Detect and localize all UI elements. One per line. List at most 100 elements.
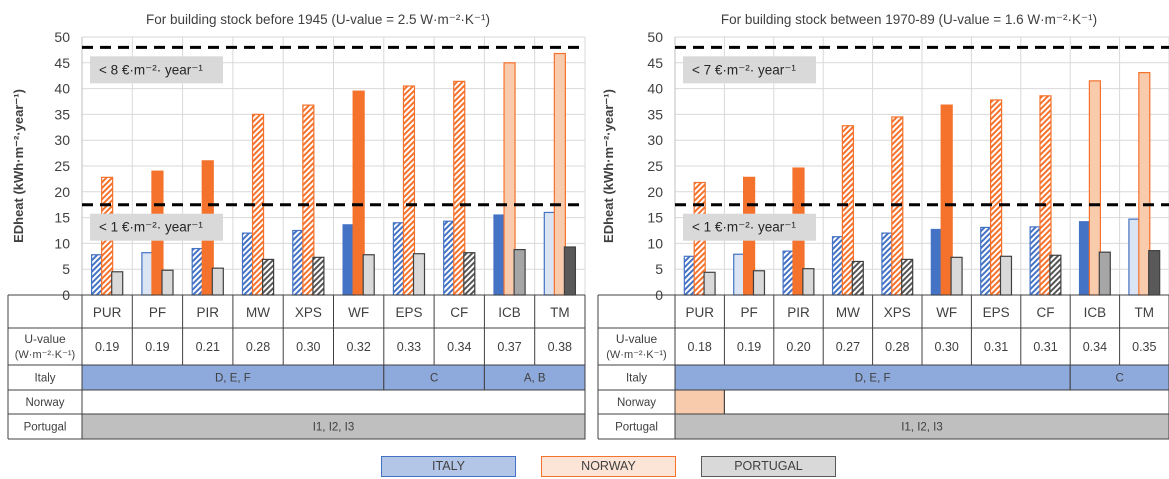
bar-portugal [362,254,375,296]
bar-italy [443,220,456,296]
y-axis-label: EDheat (kWh·m⁻²·year⁻¹) [601,89,616,243]
y-tick-label: 10 [647,235,663,251]
uvalue-cell: 0.31 [1033,340,1057,354]
threshold-label-box [683,213,816,241]
uvalue-cell: 0.35 [1132,340,1156,354]
legend-italy: ITALY [381,456,516,477]
category-label: EPS [395,305,422,320]
bar-norway [453,80,466,296]
y-tick-label: 50 [647,29,663,45]
uvalue-cell: 0.19 [95,340,119,354]
category-label: TM [550,305,570,320]
category-label: WF [936,305,957,320]
uvalue-cell: 0.34 [1083,340,1107,354]
category-label: XPS [295,305,322,320]
category-label: PUR [685,305,714,320]
chart-panel-2: For building stock between 1970-89 (U-va… [597,12,1169,440]
table-segment [81,413,586,440]
table-segment-label: I1, I2, I3 [313,422,355,434]
y-tick-label: 5 [655,261,663,277]
uvalue-cell: 0.18 [688,340,712,354]
bar-portugal [412,253,426,296]
category-label: PIR [787,305,810,320]
table-segment-label: C [1115,373,1123,385]
table-segment-label: I1, I2, I3 [901,422,943,434]
threshold-label: < 8 €·m⁻²· year⁻¹ [99,62,203,77]
category-label: PF [149,305,166,320]
uvalue-cell: 0.19 [737,340,761,354]
bar-portugal [901,258,914,296]
bar-portugal [161,269,174,296]
category-label: PIR [196,305,219,320]
category-label: TM [1135,305,1155,320]
threshold-label: < 1 €·m⁻²· year⁻¹ [692,220,796,235]
bar-portugal [211,267,224,296]
bar-norway [352,90,365,296]
y-tick-label: 15 [54,210,70,226]
bar-portugal [111,271,124,296]
chart-title: For building stock between 1970-89 (U-va… [721,12,1097,27]
uvalue-cell: 0.28 [246,340,270,354]
chart-title: For building stock before 1945 (U-value … [146,12,490,27]
bar-portugal [752,270,766,296]
y-tick-label: 50 [54,29,70,45]
bar-norway [503,62,516,296]
bar-italy [241,232,255,296]
uvalue-cell: 0.34 [447,340,471,354]
category-label: PUR [93,305,122,320]
bar-norway [553,52,566,296]
table-segment [1069,364,1169,391]
threshold-label: < 7 €·m⁻²· year⁻¹ [692,62,796,77]
bar-italy [191,247,204,296]
bar-italy [342,224,355,296]
bar-portugal [1098,251,1111,296]
bar-italy [392,222,405,296]
legend-norway-label: NORWAY [581,459,636,473]
y-axis-label: EDheat (kWh·m⁻²·year⁻¹) [11,89,26,243]
uvalue-cell: 0.32 [346,340,370,354]
y-tick-label: 40 [647,81,663,97]
bar-portugal [312,256,325,296]
bar-italy [493,214,506,296]
category-label: ICB [498,305,521,320]
bar-italy [141,252,154,296]
chart-panel-1: For building stock before 1945 (U-value … [7,12,586,440]
y-tick-label: 35 [647,106,663,122]
table-segment-label: C [430,373,438,385]
legend-norway: NORWAY [541,456,676,477]
uvalue-cell: 0.38 [548,340,572,354]
uvalue-row-label: U-value [616,332,658,346]
threshold-label: < 1 €·m⁻²· year⁻¹ [99,220,203,235]
table-country-label: Portugal [24,422,67,434]
table-country-label: Italy [626,373,647,385]
y-tick-label: 20 [647,184,663,200]
y-tick-label: 5 [62,261,70,277]
bar-portugal [950,256,963,296]
bar-portugal [463,252,476,296]
bar-norway [402,85,416,296]
category-label: EPS [983,305,1010,320]
uvalue-cell: 0.37 [497,340,521,354]
uvalue-cell: 0.19 [145,340,169,354]
uvalue-cell: 0.20 [786,340,810,354]
bar-portugal [802,268,815,296]
y-tick-label: 30 [54,132,70,148]
bar-portugal [1148,250,1161,296]
table-country-label: Norway [26,397,65,409]
y-tick-label: 25 [647,158,663,174]
threshold-label-box [90,56,223,84]
uvalue-cell: 0.31 [984,340,1008,354]
y-tick-label: 45 [54,55,70,71]
table-segment-label: A, B [524,373,546,385]
bar-italy [543,211,556,296]
category-label: PF [740,305,757,320]
category-label: CF [450,305,468,320]
category-label: WF [348,305,369,320]
category-label: ICB [1084,305,1107,320]
bar-italy [292,229,305,296]
uvalue-row-unit: (W·m⁻²·K⁻¹) [15,349,75,361]
uvalue-cell: 0.21 [196,340,220,354]
threshold-label-box [683,56,816,84]
bar-portugal [513,248,526,296]
